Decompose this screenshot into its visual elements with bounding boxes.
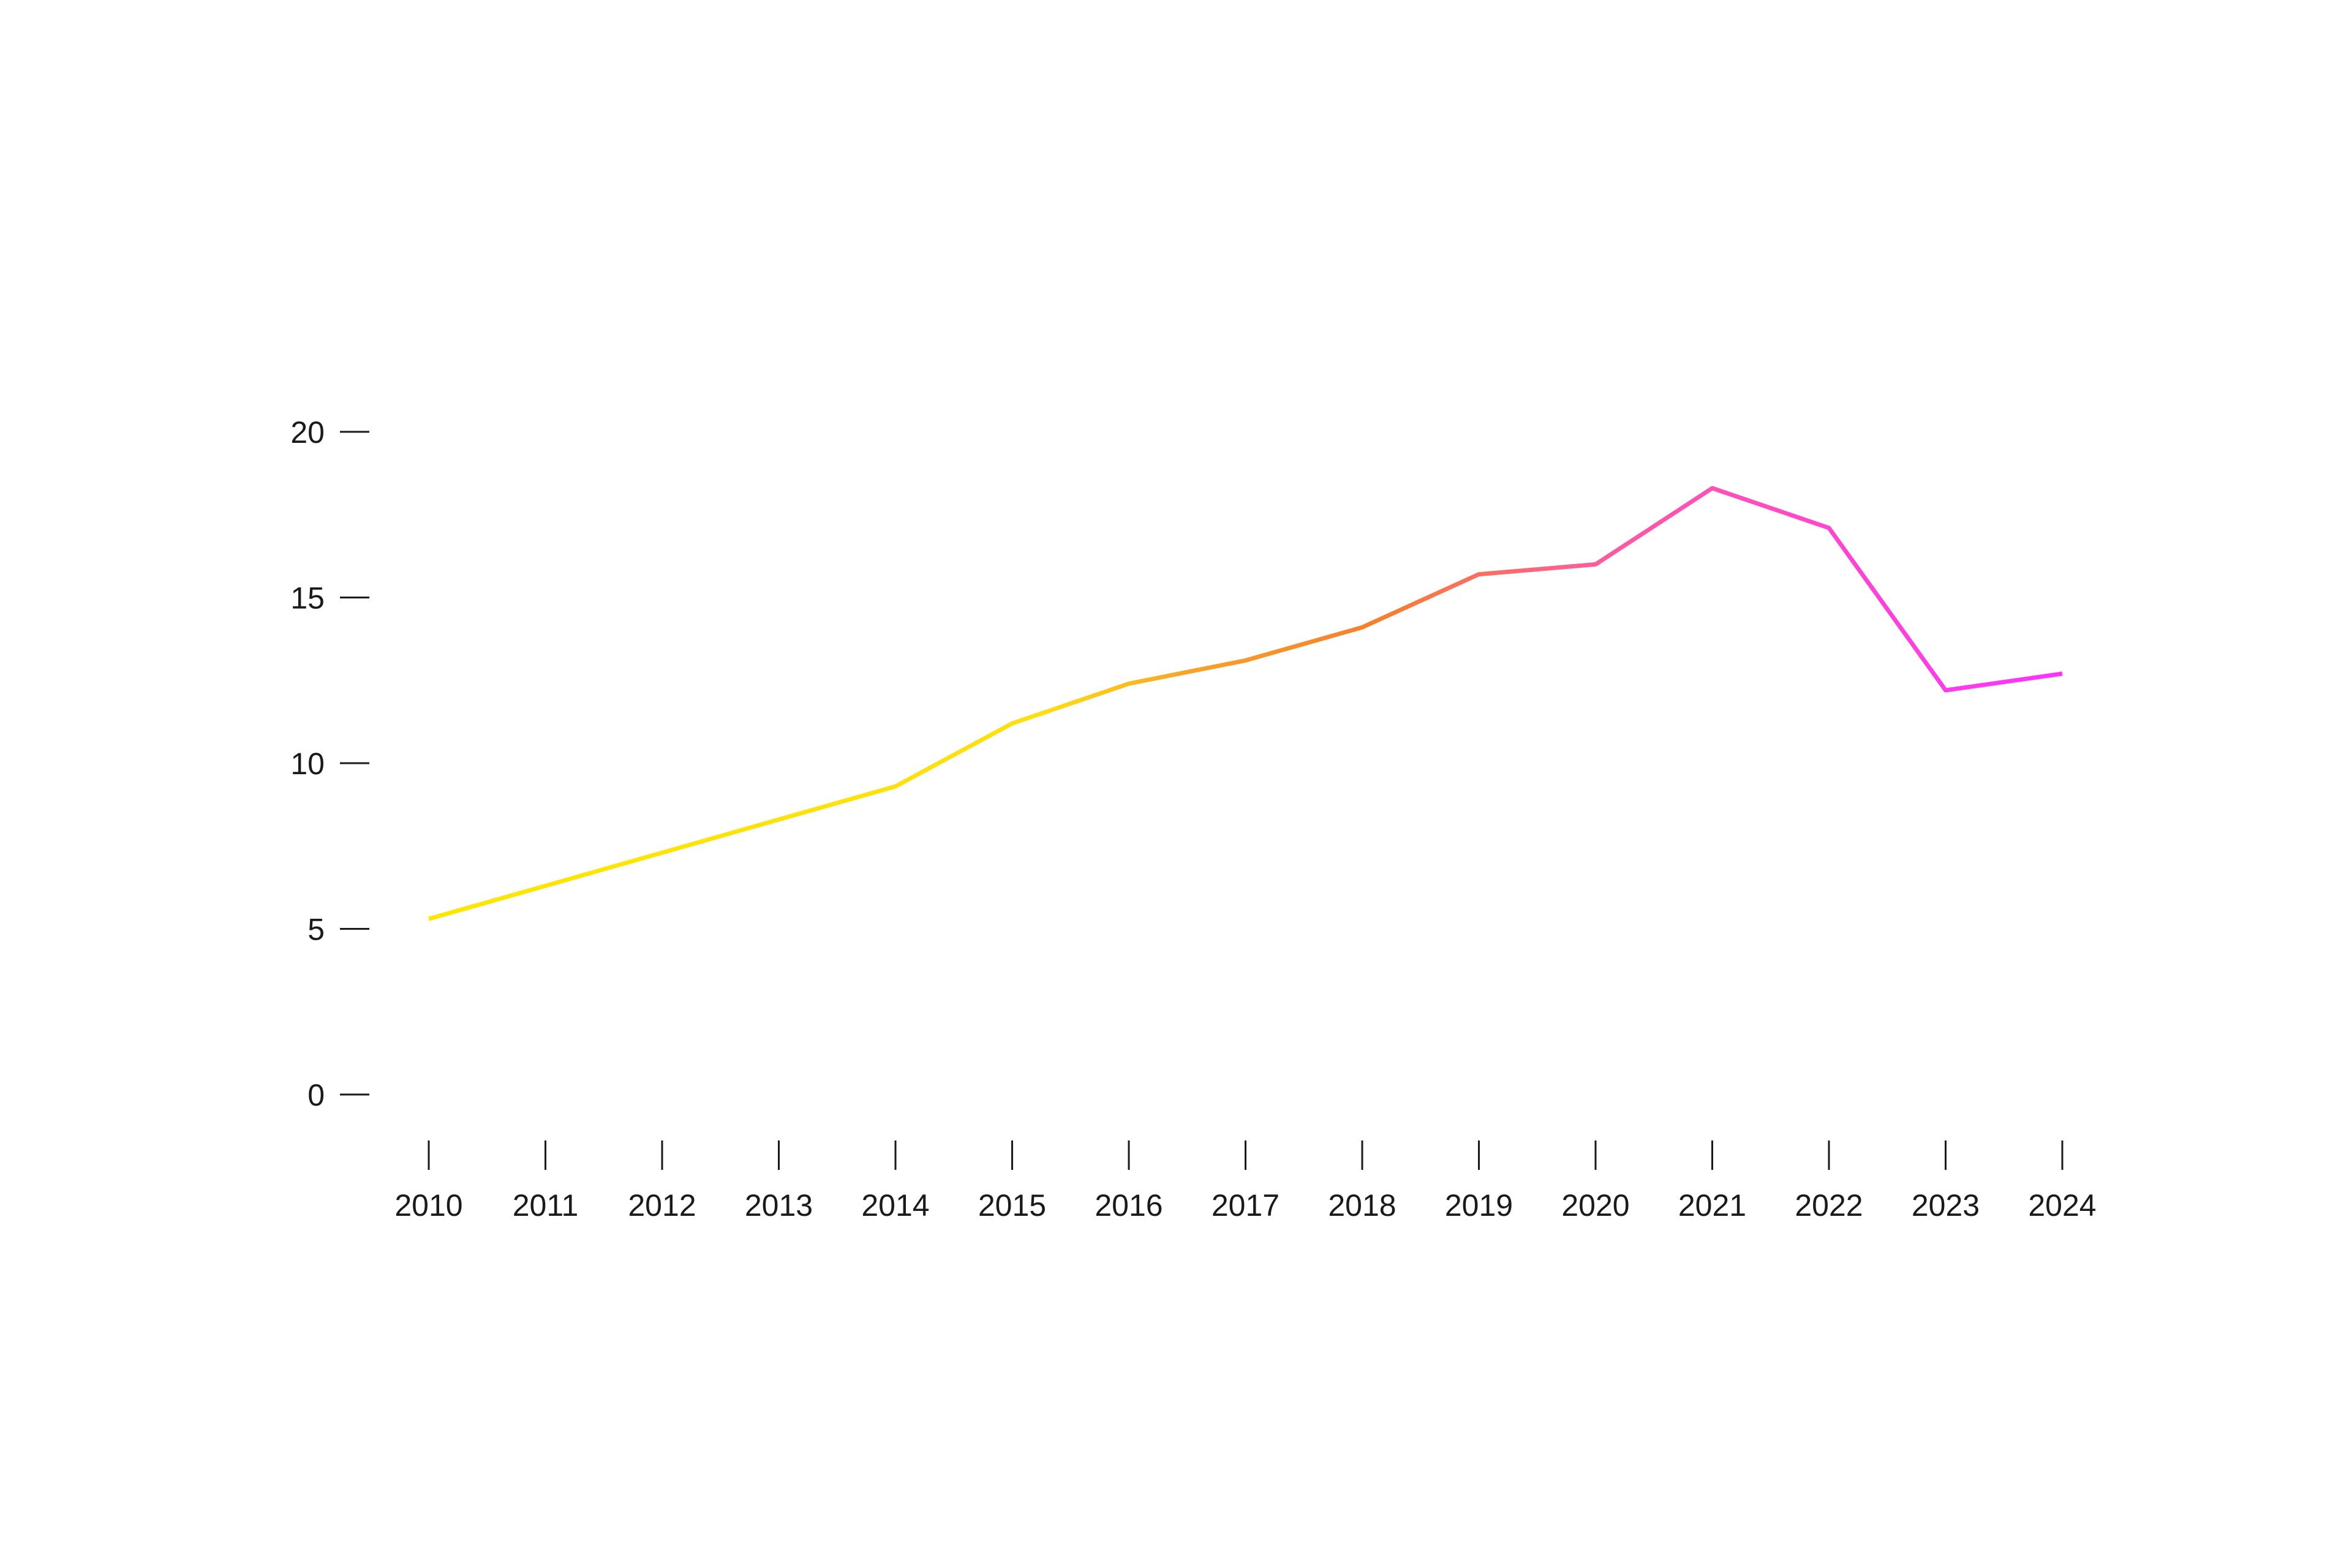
x-tick-label: 2017 xyxy=(1212,1188,1280,1223)
x-tick-label: 2012 xyxy=(628,1188,696,1223)
x-tick-label: 2015 xyxy=(978,1188,1046,1223)
x-tick-label: 2024 xyxy=(2028,1188,2096,1223)
x-tick-label: 2014 xyxy=(861,1188,929,1223)
y-tick-label: 0 xyxy=(307,1078,325,1112)
y-tick-label: 15 xyxy=(290,581,325,616)
x-tick-label: 2013 xyxy=(745,1188,813,1223)
x-tick-label: 2022 xyxy=(1795,1188,1863,1223)
x-tick-label: 2020 xyxy=(1561,1188,1629,1223)
x-tick-label: 2019 xyxy=(1445,1188,1513,1223)
y-tick-label: 10 xyxy=(290,747,325,781)
x-tick-label: 2010 xyxy=(394,1188,462,1223)
y-tick-label: 20 xyxy=(290,415,325,450)
x-tick-label: 2021 xyxy=(1678,1188,1746,1223)
x-tick-label: 2011 xyxy=(513,1188,579,1223)
y-axis: 0 5 10 15 20 xyxy=(290,415,369,1112)
x-tick-label: 2023 xyxy=(1912,1188,1980,1223)
series-line xyxy=(428,486,2063,921)
x-tick-label: 2018 xyxy=(1328,1188,1396,1223)
x-axis: 2010 2011 2012 2013 2014 2015 2016 2017 2018 2019… xyxy=(394,1140,2097,1223)
series-layer xyxy=(428,486,2063,921)
x-tick-label: 2016 xyxy=(1095,1188,1163,1223)
y-tick-label: 5 xyxy=(307,913,325,947)
